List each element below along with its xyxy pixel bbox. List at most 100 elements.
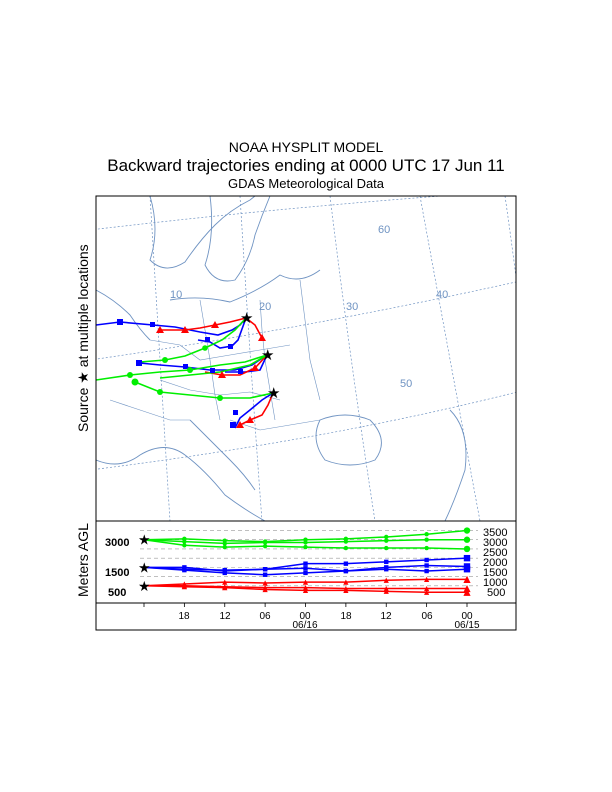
graticule — [96, 196, 516, 521]
height-marker-3-7 — [424, 557, 429, 563]
height-marker-8-7 — [424, 589, 430, 595]
map-panel: 60 40 10 20 30 50 — [96, 196, 516, 521]
marker-s3-red-2 — [236, 421, 244, 428]
height-marker-1-6 — [384, 538, 389, 543]
x-tick-label-2: 12 — [219, 611, 231, 622]
graticule-lat-40 — [96, 391, 516, 470]
height-marker-8-5 — [343, 587, 349, 593]
marker-s2-blue-1 — [136, 360, 142, 366]
marker-s3-green-1 — [217, 395, 223, 401]
height-marker-4-4 — [303, 566, 308, 571]
right-label-2000: 2000 — [483, 557, 507, 569]
mediterranean-coast — [96, 447, 266, 521]
x-tick-label-1: 18 — [178, 611, 190, 622]
caspian-coast — [444, 409, 467, 521]
height-marker-4-3 — [262, 567, 268, 572]
height-marker-2-7 — [424, 545, 429, 551]
date-label-0616: 06/16 — [292, 620, 317, 631]
marker-s1-red-3 — [211, 321, 219, 328]
source-star-3: ★ — [267, 384, 280, 402]
height-marker-6-2 — [222, 579, 228, 585]
marker-s2-red-1 — [218, 371, 226, 378]
height-marker-7-7 — [424, 585, 430, 592]
border-f — [229, 419, 321, 431]
graticule-lon-50 — [504, 196, 516, 280]
height-start-star-1: ★ — [138, 560, 151, 576]
height-marker-8-4 — [302, 587, 309, 593]
country-borders — [109, 279, 321, 431]
height-marker-7-8 — [463, 584, 471, 593]
chart-title: NOAA HYSPLIT MODEL — [228, 139, 384, 155]
graticule-lat-60 — [96, 196, 446, 230]
map-trajectories — [96, 317, 274, 429]
height-marker-2-5 — [343, 545, 349, 551]
marker-s2-red-2 — [251, 364, 259, 371]
baltic-coast — [169, 269, 321, 303]
height-marker-1-5 — [343, 539, 349, 544]
height-marker-7-6 — [383, 585, 389, 592]
marker-s3-green-2 — [157, 389, 163, 395]
height-marker-5-3 — [262, 572, 268, 577]
graticule-lat-50 — [96, 281, 516, 360]
height-marker-3-8 — [463, 554, 471, 562]
traj-s3-green — [134, 381, 274, 399]
height-start-star-0: ★ — [138, 533, 151, 549]
right-label-2500: 2500 — [483, 547, 507, 559]
height-marker-5-8 — [463, 566, 471, 573]
height-marker-7-4 — [302, 585, 309, 591]
marker-s1-blue-3 — [117, 319, 123, 325]
height-marker-6-8 — [463, 575, 471, 583]
height-marker-4-7 — [424, 563, 429, 568]
graticule-label-10: 10 — [170, 289, 182, 301]
date-label-0615: 06/15 — [454, 620, 479, 631]
height-marker-0-6 — [384, 534, 389, 540]
marker-s1-red-2 — [181, 326, 189, 333]
height-marker-1-8 — [463, 536, 471, 543]
height-marker-1-2 — [222, 541, 227, 546]
x-tick-label-8: 00 — [461, 611, 473, 622]
graticule-label-60: 60 — [378, 224, 390, 236]
marker-s3-blue-2 — [230, 422, 236, 428]
right-label-3000: 3000 — [483, 537, 507, 549]
height-marker-3-4 — [303, 561, 308, 566]
graticule-lon-20 — [239, 196, 263, 521]
marker-s1-blue-2 — [150, 322, 155, 327]
x-tick-label-4: 00 — [299, 611, 311, 622]
graticule-label-20: 20 — [259, 301, 271, 313]
height-marker-1-4 — [303, 540, 308, 545]
right-label-3500: 3500 — [483, 527, 507, 539]
graticule-label-50: 50 — [400, 378, 412, 390]
height-marker-6-7 — [424, 576, 430, 582]
map-ylabel: Source ★ at multiple locations — [75, 244, 91, 432]
map-markers — [117, 319, 266, 428]
height-marker-5-7 — [424, 568, 429, 574]
border-e — [299, 279, 321, 401]
height-ylabel: Meters AGL — [75, 523, 91, 597]
coastlines — [96, 196, 467, 521]
marker-s1-green-1 — [202, 345, 208, 351]
height-marker-6-3 — [262, 580, 268, 586]
height-marker-6-5 — [343, 579, 349, 585]
height-marker-8-1 — [181, 584, 187, 590]
height-marker-8-3 — [262, 586, 268, 593]
adriatic-coast — [189, 419, 256, 491]
map-frame — [95, 195, 517, 522]
height-marker-8-2 — [222, 585, 228, 591]
marker-s1-red-1 — [156, 326, 164, 333]
height-marker-6-6 — [383, 577, 389, 583]
traj-s2-green-b — [159, 354, 268, 379]
height-marker-5-6 — [384, 567, 389, 572]
border-a — [149, 339, 291, 361]
border-g — [109, 399, 190, 421]
x-tick-label-3: 06 — [259, 611, 271, 622]
marker-s2-blue-3 — [210, 368, 215, 373]
height-marker-0-8 — [463, 527, 471, 534]
height-marker-5-1 — [182, 567, 187, 573]
height-marker-5-2 — [222, 570, 227, 576]
traj-s3-blue — [234, 392, 274, 429]
north-sea-coast — [96, 289, 151, 341]
graticule-label-30: 30 — [346, 301, 358, 313]
source-stars: ★ ★ ★ — [240, 309, 280, 402]
traj-s2-red — [204, 354, 268, 376]
